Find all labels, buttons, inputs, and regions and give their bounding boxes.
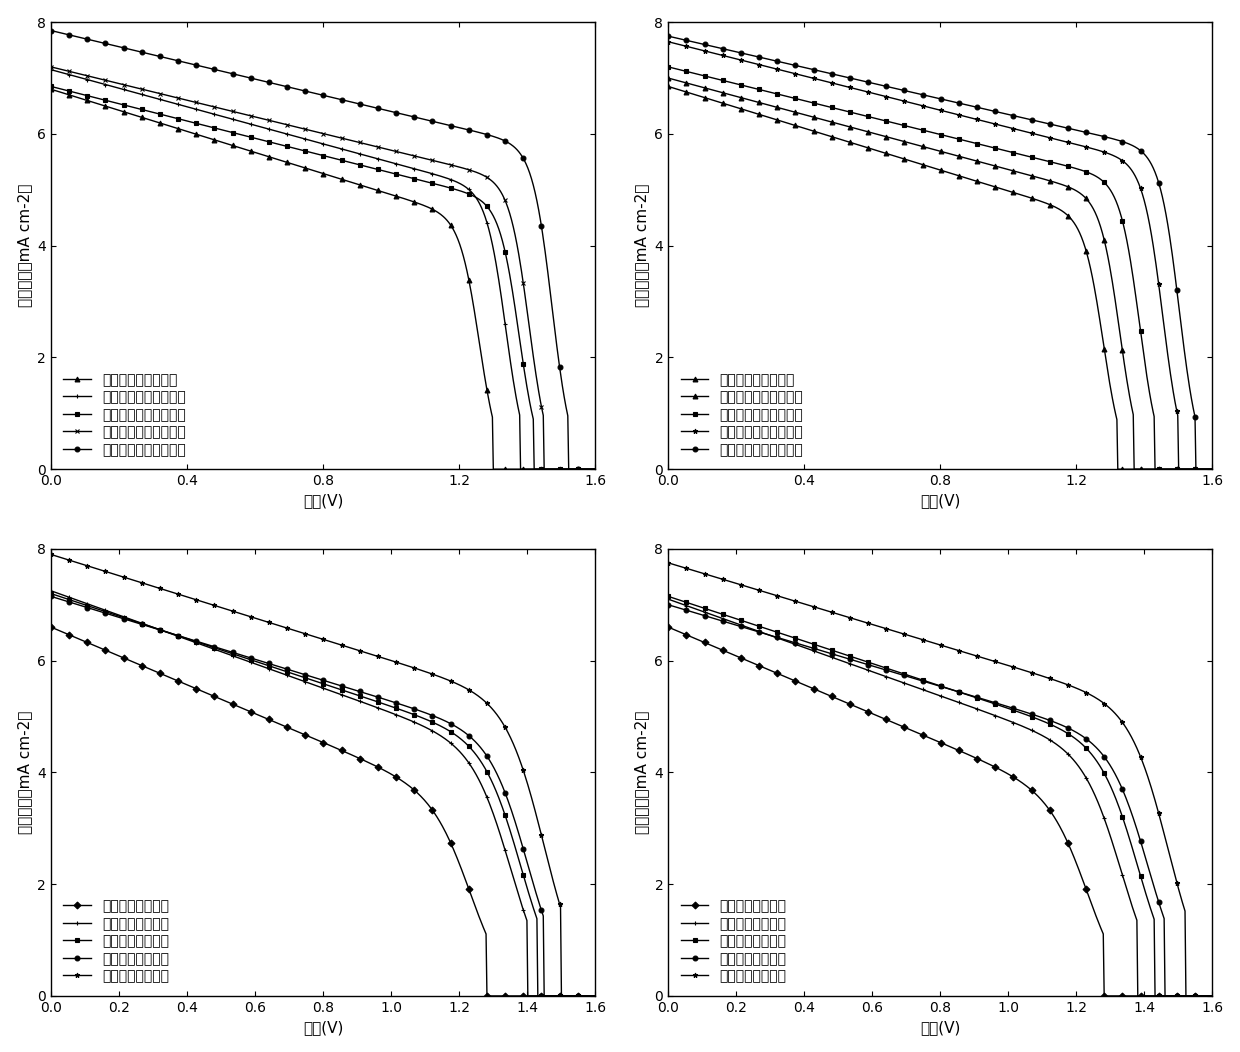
X-axis label: 电压(V): 电压(V) — [303, 1020, 343, 1035]
Legend: 未经掺杂的正面效率, 锂离子掺杂的正面效率, 钠离子掺杂的正面效率, 钾离子掺杂的正面效率, 铷离子掺杂的正面效率: 未经掺杂的正面效率, 锂离子掺杂的正面效率, 钠离子掺杂的正面效率, 钾离子掺杂… — [58, 367, 192, 462]
X-axis label: 电压(V): 电压(V) — [303, 493, 343, 508]
Y-axis label: 电流密度（mA cm-2）: 电流密度（mA cm-2） — [634, 711, 649, 834]
Legend: 未掺杂的背面效率, 镁掺杂的背面效率, 钙掺杂的背面效率, 锶掺杂的背面效率, 钡掺杂的背面效率: 未掺杂的背面效率, 镁掺杂的背面效率, 钙掺杂的背面效率, 锶掺杂的背面效率, … — [675, 894, 792, 989]
Y-axis label: 电流密度（mA cm-2）: 电流密度（mA cm-2） — [634, 184, 649, 307]
Y-axis label: 电流密度（mA cm-2）: 电流密度（mA cm-2） — [16, 184, 32, 307]
Legend: 未经掺杂的背面效率, 锂离子掺杂的背面效率, 钠离子掺杂的背面效率, 钾离子掺杂的背面效率, 铷离子掺杂的背面效率: 未经掺杂的背面效率, 锂离子掺杂的背面效率, 钠离子掺杂的背面效率, 钾离子掺杂… — [675, 367, 808, 462]
Legend: 未掺杂的正面效率, 镁掺杂的正面效率, 钙掺杂的正面效率, 锶掺杂的正面效率, 钡掺杂的正面效率: 未掺杂的正面效率, 镁掺杂的正面效率, 钙掺杂的正面效率, 锶掺杂的正面效率, … — [58, 894, 175, 989]
X-axis label: 电压(V): 电压(V) — [920, 1020, 961, 1035]
X-axis label: 电压(V): 电压(V) — [920, 493, 961, 508]
Y-axis label: 电流密度（mA cm-2）: 电流密度（mA cm-2） — [16, 711, 32, 834]
